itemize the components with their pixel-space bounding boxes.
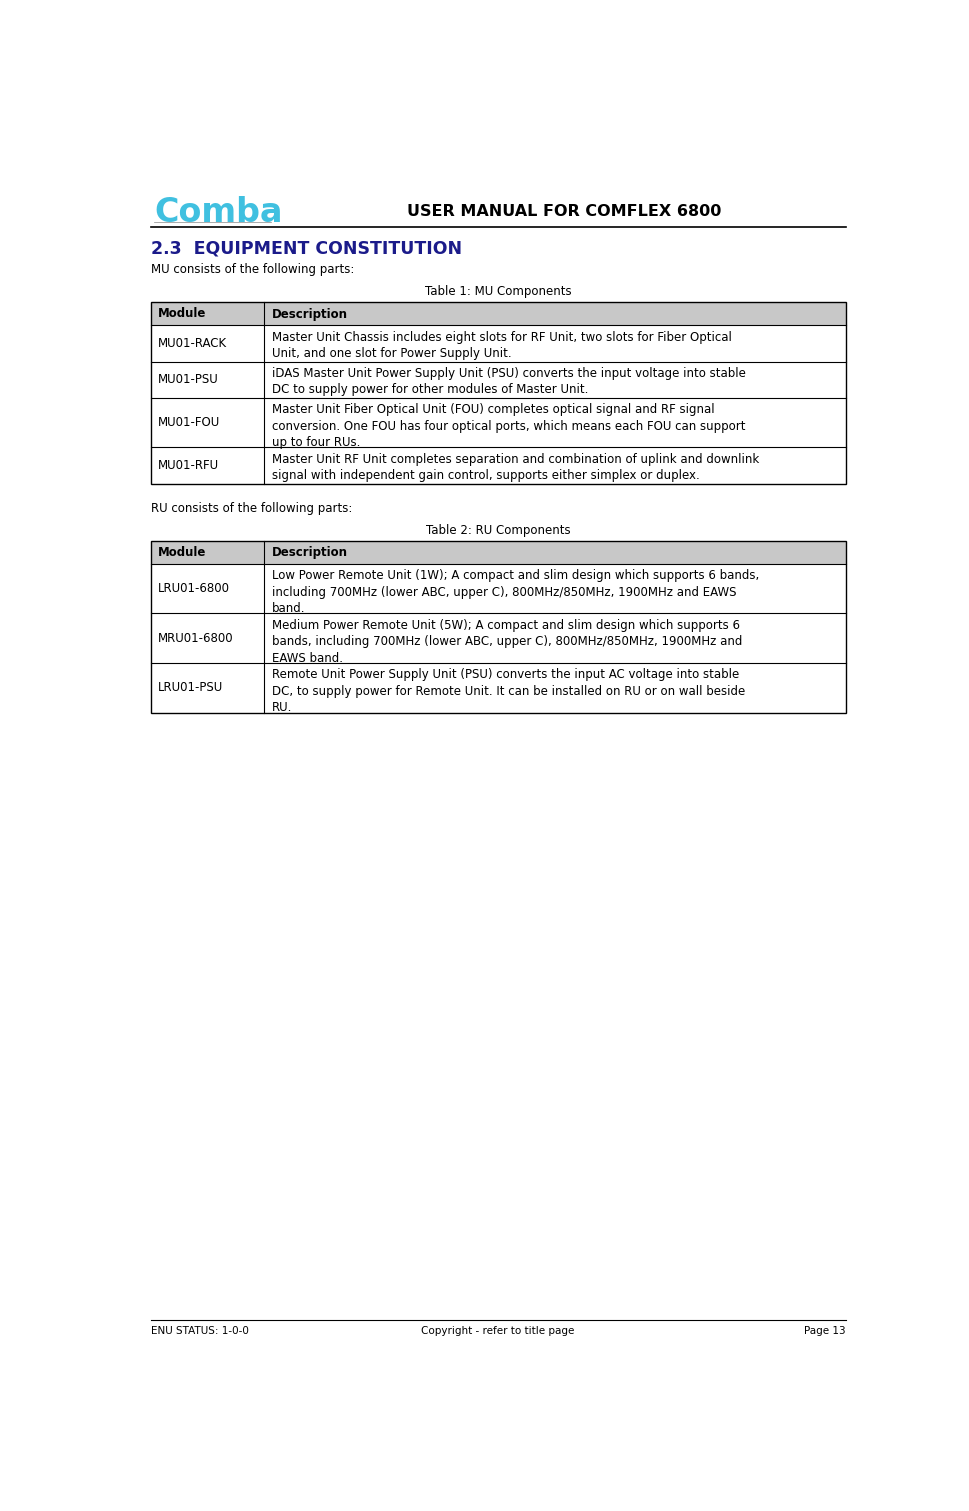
Text: Master Unit RF Unit completes separation and combination of uplink and downlink
: Master Unit RF Unit completes separation… — [271, 453, 759, 482]
Text: Page 13: Page 13 — [804, 1327, 846, 1336]
Text: Low Power Remote Unit (1W); A compact and slim design which supports 6 bands,
in: Low Power Remote Unit (1W); A compact an… — [271, 570, 759, 615]
Text: MU consists of the following parts:: MU consists of the following parts: — [150, 263, 354, 277]
Bar — [150, 541, 846, 564]
Text: Master Unit Chassis includes eight slots for RF Unit, two slots for Fiber Optica: Master Unit Chassis includes eight slots… — [271, 331, 732, 360]
Text: Module: Module — [158, 545, 206, 559]
Bar — [150, 361, 846, 397]
Bar — [150, 564, 846, 613]
Text: Description: Description — [271, 308, 348, 320]
Text: MU01-RFU: MU01-RFU — [158, 459, 219, 471]
Text: LRU01-6800: LRU01-6800 — [158, 582, 231, 595]
Text: LRU01-PSU: LRU01-PSU — [158, 681, 224, 694]
Text: Module: Module — [158, 307, 206, 320]
Text: Comba: Comba — [154, 196, 283, 230]
Text: MU01-FOU: MU01-FOU — [158, 416, 221, 429]
Bar — [150, 302, 846, 484]
Text: iDAS Master Unit Power Supply Unit (PSU) converts the input voltage into stable
: iDAS Master Unit Power Supply Unit (PSU)… — [271, 367, 745, 396]
Bar — [150, 302, 846, 325]
Text: USER MANUAL FOR COMFLEX 6800: USER MANUAL FOR COMFLEX 6800 — [407, 204, 721, 219]
Bar — [150, 663, 846, 713]
Bar — [150, 397, 846, 447]
Bar — [150, 325, 846, 361]
Text: ENU STATUS: 1-0-0: ENU STATUS: 1-0-0 — [150, 1327, 248, 1336]
Text: Master Unit Fiber Optical Unit (FOU) completes optical signal and RF signal
conv: Master Unit Fiber Optical Unit (FOU) com… — [271, 403, 745, 449]
Text: RU consists of the following parts:: RU consists of the following parts: — [150, 502, 352, 515]
Bar — [150, 447, 846, 484]
Text: Copyright - refer to title page: Copyright - refer to title page — [422, 1327, 575, 1336]
Text: Remote Unit Power Supply Unit (PSU) converts the input AC voltage into stable
DC: Remote Unit Power Supply Unit (PSU) conv… — [271, 668, 745, 715]
Text: MRU01-6800: MRU01-6800 — [158, 632, 234, 645]
Text: Table 1: MU Components: Table 1: MU Components — [424, 286, 572, 298]
Text: MU01-RACK: MU01-RACK — [158, 337, 228, 351]
Text: Table 2: RU Components: Table 2: RU Components — [425, 524, 571, 536]
Bar — [150, 541, 846, 713]
Text: MU01-PSU: MU01-PSU — [158, 373, 219, 387]
Text: 2.3  EQUIPMENT CONSTITUTION: 2.3 EQUIPMENT CONSTITUTION — [150, 240, 461, 258]
Text: Description: Description — [271, 545, 348, 559]
Text: Medium Power Remote Unit (5W); A compact and slim design which supports 6
bands,: Medium Power Remote Unit (5W); A compact… — [271, 618, 742, 665]
Bar — [150, 613, 846, 663]
